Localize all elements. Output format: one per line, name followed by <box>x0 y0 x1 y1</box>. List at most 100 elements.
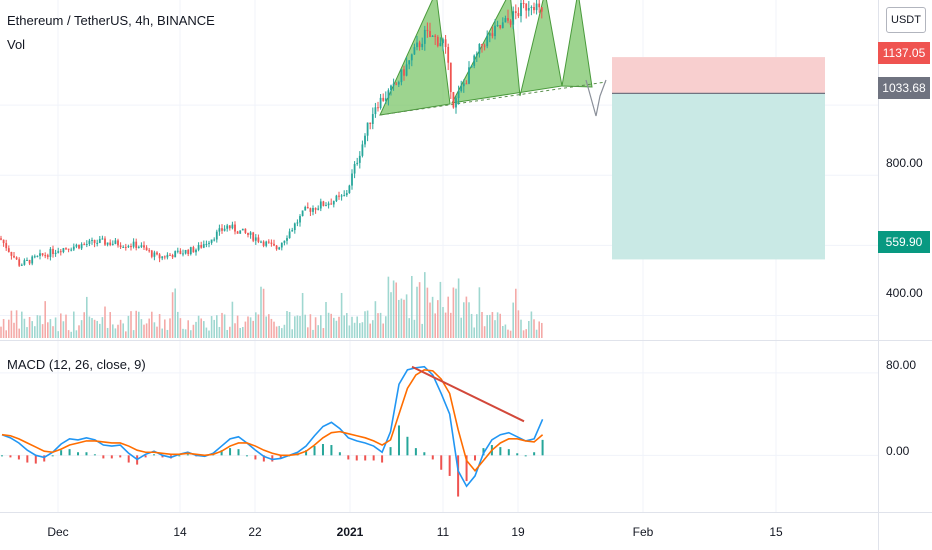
volume-bar <box>125 331 127 338</box>
head-and-shoulders-pattern[interactable] <box>379 0 607 117</box>
candle-body <box>145 247 148 251</box>
candle-body <box>78 244 80 249</box>
candle-body <box>179 250 182 254</box>
x-tick-label: 19 <box>511 525 525 539</box>
candle-body <box>345 193 348 196</box>
volume-bar <box>182 328 184 338</box>
candle-body <box>0 238 2 240</box>
volume-bar <box>528 321 530 338</box>
volume-bar <box>286 311 288 338</box>
candle-body <box>371 114 374 124</box>
candle-body <box>252 232 255 241</box>
macd-histogram-bar <box>93 454 96 456</box>
volume-bar <box>101 317 104 338</box>
candle-body <box>88 240 91 244</box>
volume-bar <box>197 315 200 338</box>
volume-bar <box>270 318 273 338</box>
volume-bar <box>275 326 278 338</box>
stop-price-tag: 1137.05 <box>878 42 930 64</box>
candle-body <box>192 247 195 253</box>
candle-body <box>67 248 70 250</box>
candle-body <box>273 243 275 246</box>
candle-body <box>390 85 392 91</box>
candle-body <box>429 31 431 37</box>
macd-histogram-bar <box>34 455 37 464</box>
candle-body <box>496 25 499 27</box>
candle-body <box>449 62 452 93</box>
pattern-triangle <box>379 0 451 116</box>
candle-body <box>265 241 268 246</box>
candle-body <box>223 228 226 231</box>
volume-bar <box>112 324 114 338</box>
macd-histogram-bar <box>457 455 460 497</box>
candle-body <box>387 90 390 99</box>
volume-bar <box>213 319 215 338</box>
volume-bar <box>463 302 465 338</box>
volume-bar <box>273 321 275 338</box>
candle-body <box>309 208 312 212</box>
volume-bar <box>218 326 221 338</box>
macd-histogram-bar <box>431 455 434 460</box>
volume-bar <box>278 325 280 338</box>
volume-bar <box>442 307 444 338</box>
currency-button[interactable]: USDT <box>886 7 926 33</box>
volume-bar <box>457 278 460 338</box>
symbol-legend[interactable]: Ethereum / TetherUS, 4h, BINANCE <box>7 13 215 28</box>
volume-bar <box>333 317 335 338</box>
candle-body <box>267 241 270 243</box>
candle-body <box>470 65 473 68</box>
volume-bar <box>455 288 457 338</box>
volume-bar <box>372 320 374 338</box>
macd-legend[interactable]: MACD (12, 26, close, 9) <box>7 357 146 372</box>
candle-body <box>436 36 439 47</box>
macd-histogram-bar <box>406 436 409 456</box>
volume-bar <box>338 316 340 338</box>
candle-body <box>384 98 387 101</box>
candle-body <box>410 54 413 61</box>
position-tool[interactable] <box>612 57 825 260</box>
candle-body <box>148 250 151 252</box>
candle-body <box>231 224 234 229</box>
volume-bar <box>153 322 156 338</box>
macd-histogram-bar <box>26 455 29 463</box>
candle-body <box>439 43 442 47</box>
volume-legend[interactable]: Vol <box>7 37 26 52</box>
candle-body <box>512 11 515 25</box>
volume-bar <box>320 315 322 338</box>
candle-body <box>423 29 426 44</box>
candle-body <box>205 243 208 245</box>
volume-bar <box>437 300 439 338</box>
candle-body <box>468 67 470 84</box>
candle-body <box>31 256 34 264</box>
candle-body <box>247 232 249 235</box>
volume-bar <box>62 321 65 338</box>
candle-body <box>278 247 281 250</box>
candle-body <box>122 246 125 248</box>
volume-bar <box>494 320 496 338</box>
volume-bar <box>301 292 304 338</box>
macd-histogram-bar <box>254 455 257 460</box>
volume-bar <box>161 328 163 338</box>
candle-body <box>304 206 307 211</box>
volume-bar <box>164 319 166 338</box>
volume-bar <box>312 329 314 338</box>
volume-bar <box>351 316 353 338</box>
neckline <box>379 81 607 116</box>
volume-bar <box>8 319 10 338</box>
volume-bar <box>132 330 135 338</box>
macd-histogram-bar <box>465 455 468 482</box>
volume-bar <box>486 314 488 338</box>
volume-bar <box>106 327 109 338</box>
macd-histogram-bar <box>85 452 88 456</box>
candle-body <box>473 55 476 66</box>
volume-bar <box>242 327 244 338</box>
volume-bar <box>405 294 408 338</box>
volume-bar <box>247 316 249 338</box>
candle-body <box>39 253 41 256</box>
candle-body <box>327 203 330 206</box>
candle-body <box>2 239 5 244</box>
macd-histogram-bar <box>229 448 232 456</box>
price-candles <box>0 0 543 267</box>
volume-bar <box>104 306 106 338</box>
